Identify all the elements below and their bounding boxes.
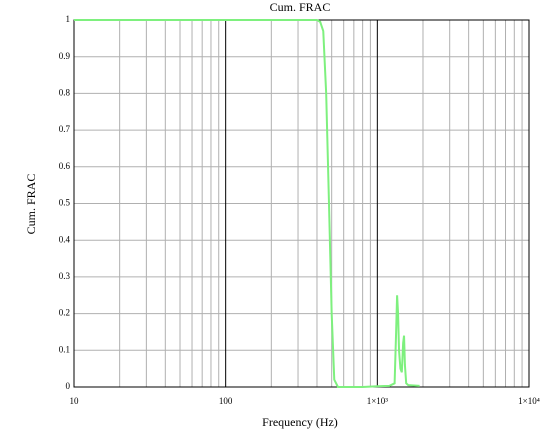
y-tick-label: 0.8 [59,87,71,97]
x-tick-label: 100 [219,396,233,406]
y-axis-label: Cum. FRAC [24,174,38,235]
chart-title: Cum. FRAC [270,0,331,14]
x-axis-label: Frequency (Hz) [262,415,338,429]
x-tick-label: 1×10³ [367,396,389,406]
y-tick-label: 0.3 [59,271,71,281]
data-line [74,19,420,388]
y-tick-label: 0.2 [59,308,70,318]
y-tick-label: 0.1 [59,344,70,354]
y-tick-label: 0.7 [59,124,71,134]
x-tick-label: 10 [70,396,80,406]
y-tick-label: 0 [66,381,71,391]
y-tick-label: 1 [66,14,71,24]
y-tick-label: 0.9 [59,51,71,61]
y-tick-label: 0.6 [59,161,71,171]
x-tick-label: 1×10⁴ [518,396,540,406]
y-tick-label: 0.4 [59,234,71,244]
y-tick-label: 0.5 [59,198,71,208]
